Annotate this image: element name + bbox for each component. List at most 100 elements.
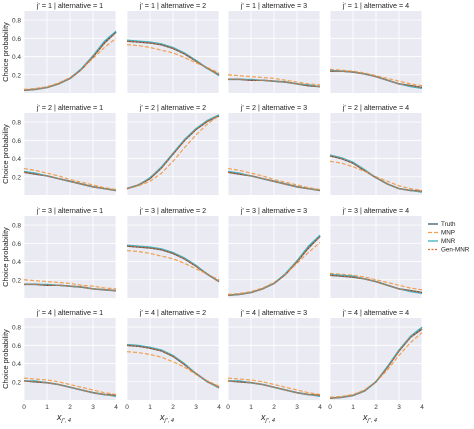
- x-tick-label: 3: [295, 404, 299, 411]
- x-tick-label: 0: [328, 404, 332, 411]
- legend-label-truth: Truth: [441, 221, 456, 228]
- series-line-gen-mnr: [227, 171, 321, 192]
- series-line-gen-mnr: [23, 32, 117, 91]
- x-tick-label: 2: [171, 404, 175, 411]
- x-tick-label: 3: [91, 404, 95, 411]
- series-line-gen-mnr: [24, 283, 117, 292]
- y-tick-label: 0.8: [12, 120, 21, 127]
- x-axis-label: xj'', 4: [260, 412, 275, 424]
- y-tick-label: 0.6: [12, 36, 21, 43]
- series-line-mnp: [126, 351, 220, 387]
- panel-2-1: j' = 2 | alternative = 1 0.2 0.4 0.6 0.8Choi…: [1, 103, 117, 195]
- series-line-mnp: [329, 160, 423, 192]
- panel-1-1: j' = 1 | alternative = 1 0.2 0.4 0.6 0.8Choi…: [1, 1, 117, 93]
- series-line-mnp: [23, 279, 117, 290]
- panel-title: j' = 1 | alternative = 2: [139, 1, 206, 10]
- x-axis-label: xj'', 4: [56, 412, 71, 424]
- legend-label-gen-mnr: Gen-MNR: [441, 247, 470, 254]
- panel-1-3: j' = 1 | alternative = 3: [227, 1, 321, 93]
- y-tick-label: 0.2: [12, 379, 21, 386]
- y-tick-label: 0.8: [12, 18, 21, 25]
- panel-4-4: j' = 4 | alternative = 4 0 1 2 3 4 xj'', 4: [328, 308, 424, 424]
- series-line-mnp: [23, 377, 117, 396]
- x-tick-label: 4: [420, 404, 424, 411]
- x-tick-label: 2: [272, 404, 276, 411]
- series-line-gen-mnr: [228, 78, 321, 88]
- y-tick-label: 0.4: [12, 156, 21, 163]
- x-tick-label: 1: [351, 404, 355, 411]
- x-tick-label: 3: [397, 404, 401, 411]
- series-line-gen-mnr: [126, 115, 220, 190]
- series-line-gen-mnr: [329, 328, 423, 399]
- panel-1-2: j' = 1 | alternative = 2: [126, 1, 220, 93]
- panel-3-4: j' = 3 | alternative = 4: [329, 206, 423, 298]
- series-line-gen-mnr: [23, 380, 117, 397]
- panel-2-2: j' = 2 | alternative = 2: [126, 103, 220, 195]
- series-line-mnp: [126, 250, 220, 281]
- series-line-gen-mnr: [126, 40, 220, 76]
- panel-4-2: j' = 4 | alternative = 2 0 1 2 3 4 xj'', 4: [125, 308, 221, 424]
- y-tick-label: 0.2: [12, 277, 21, 284]
- series-line-gen-mnr: [329, 155, 423, 192]
- y-tick-label: 0.2: [12, 174, 21, 181]
- panel-title: j' = 2 | alternative = 2: [139, 103, 206, 112]
- y-axis-label: Choice probability: [1, 227, 10, 287]
- y-axis-label: Choice probability: [1, 22, 10, 82]
- x-tick-label: 1: [148, 404, 152, 411]
- series-line-mnp: [329, 272, 423, 291]
- panel-title: j' = 1 | alternative = 4: [342, 1, 409, 10]
- x-axis-label: xj'', 4: [159, 412, 174, 424]
- series-line-mnp: [23, 167, 117, 191]
- series-line-gen-mnr: [227, 380, 321, 397]
- panel-title: j' = 1 | alternative = 1: [36, 1, 103, 10]
- x-axis-label-main: x: [260, 412, 266, 422]
- panel-2-3: j' = 2 | alternative = 3: [227, 103, 321, 195]
- series-line-gen-mnr: [126, 245, 220, 283]
- y-tick-label: 0.4: [12, 259, 21, 266]
- x-axis-label-sub: j'', 4: [367, 418, 377, 424]
- x-axis-label-sub: j'', 4: [265, 418, 275, 424]
- series-line-mnp: [126, 115, 220, 190]
- x-tick-label: 0: [226, 404, 230, 411]
- panel-title: j' = 4 | alternative = 4: [342, 308, 409, 317]
- y-tick-label: 0.4: [12, 361, 21, 368]
- panel-title: j' = 2 | alternative = 4: [342, 103, 409, 112]
- x-tick-label: 4: [114, 404, 118, 411]
- x-tick-label: 1: [45, 404, 49, 411]
- panel-title: j' = 3 | alternative = 1: [36, 206, 103, 215]
- panel-4-3: j' = 4 | alternative = 3 0 1 2 3 4 xj'', 4: [226, 308, 322, 424]
- panel-title: j' = 2 | alternative = 1: [36, 103, 103, 112]
- x-tick-label: 0: [125, 404, 129, 411]
- series-line-gen-mnr: [227, 236, 321, 296]
- series-line-gen-mnr: [329, 274, 423, 294]
- x-axis-label: xj'', 4: [362, 412, 377, 424]
- panel-3-2: j' = 3 | alternative = 2: [126, 206, 220, 298]
- y-tick-label: 0.4: [12, 54, 21, 61]
- y-tick-label: 0.6: [12, 241, 21, 248]
- x-tick-label: 0: [22, 404, 26, 411]
- legend-label-mnp: MNP: [441, 230, 455, 237]
- series-line-gen-mnr: [23, 171, 117, 192]
- panel-4-1: j' = 4 | alternative = 1 0.2 0.4 0.6 0.8Choi…: [1, 308, 118, 424]
- legend-label-mnr: MNR: [441, 238, 456, 245]
- x-tick-label: 2: [374, 404, 378, 411]
- panel-title: j' = 3 | alternative = 4: [342, 206, 409, 215]
- panel-title: j' = 2 | alternative = 3: [240, 103, 307, 112]
- x-tick-label: 4: [217, 404, 221, 411]
- x-axis-label-main: x: [56, 412, 62, 422]
- panel-title: j' = 4 | alternative = 2: [139, 308, 206, 317]
- panel-3-3: j' = 3 | alternative = 3: [227, 206, 321, 298]
- panel-1-4: j' = 1 | alternative = 4: [329, 1, 423, 93]
- series-line-mnp: [227, 377, 321, 396]
- x-axis-label-main: x: [362, 412, 368, 422]
- y-tick-label: 0.6: [12, 343, 21, 350]
- panel-3-1: j' = 3 | alternative = 1 0.2 0.4 0.6 0.8Choi…: [1, 206, 117, 298]
- panel-title: j' = 1 | alternative = 3: [240, 1, 307, 10]
- panel-title: j' = 4 | alternative = 3: [240, 308, 307, 317]
- series-line-gen-mnr: [126, 344, 220, 388]
- y-axis-label: Choice probability: [1, 329, 10, 389]
- y-tick-label: 0.2: [12, 72, 21, 79]
